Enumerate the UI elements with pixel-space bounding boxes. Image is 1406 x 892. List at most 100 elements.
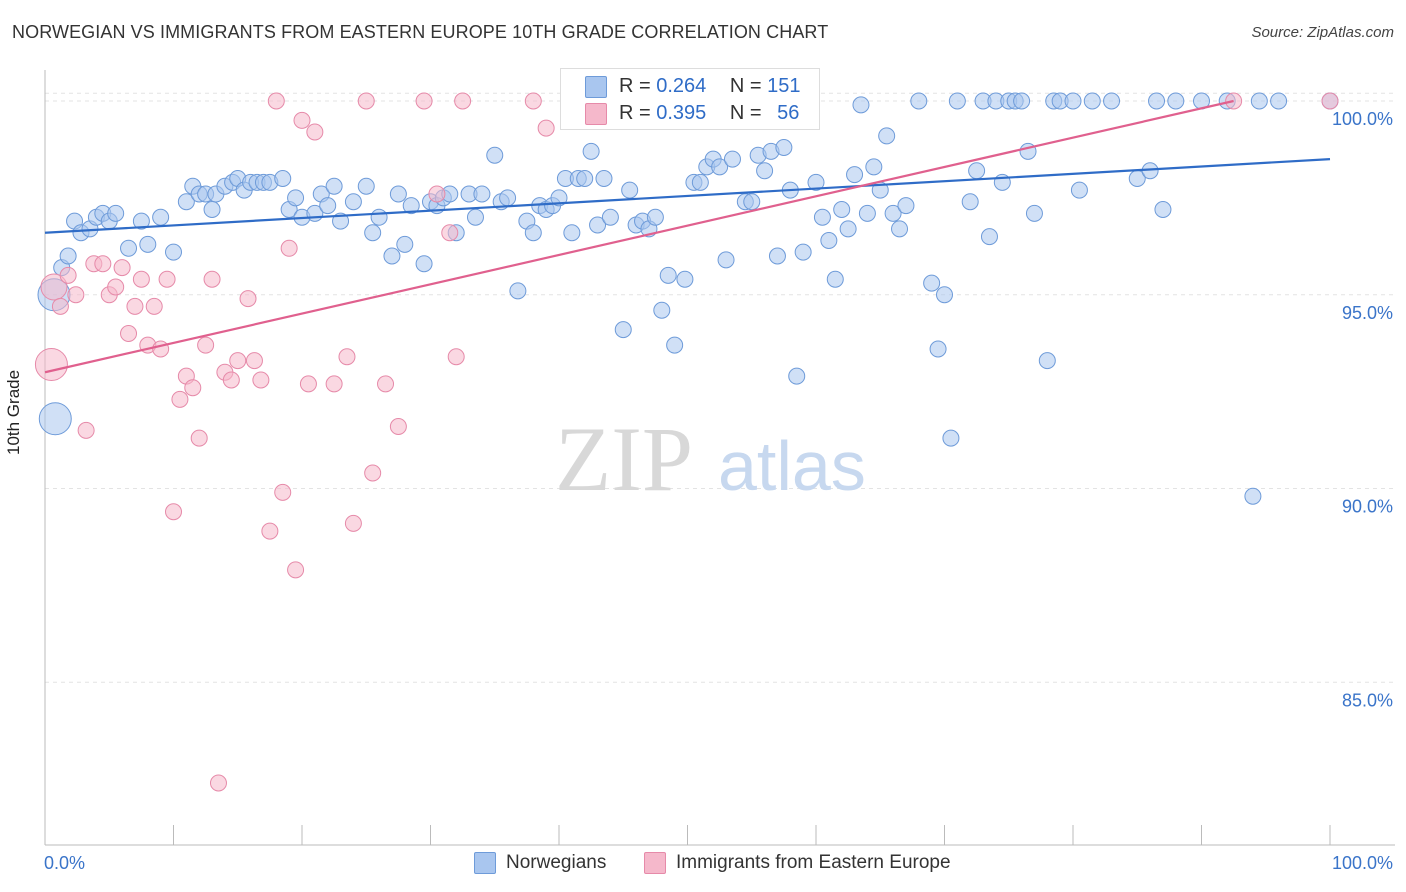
norwegians-point-80 bbox=[653, 301, 671, 319]
norwegians-point-73 bbox=[601, 208, 619, 226]
norwegians-point-44 bbox=[389, 185, 407, 203]
immigrants-point-4 bbox=[67, 286, 85, 304]
bottom-legend-norwegians: Norwegians bbox=[474, 852, 606, 874]
norwegians-point-70 bbox=[582, 142, 600, 160]
immigrants-point-16 bbox=[152, 340, 170, 358]
norwegians-point-30 bbox=[274, 170, 292, 187]
norwegians-point-118 bbox=[929, 340, 947, 358]
norwegians-point-61 bbox=[524, 224, 542, 242]
norwegians-point-65 bbox=[550, 189, 568, 207]
norwegians-point-32 bbox=[287, 189, 305, 207]
norwegians-point-92 bbox=[743, 193, 761, 211]
norwegians-point-123 bbox=[968, 162, 986, 180]
norwegians-point-132 bbox=[1025, 204, 1043, 222]
norwegians-point-56 bbox=[486, 146, 504, 164]
norwegians-point-121 bbox=[948, 92, 966, 110]
norwegians-point-11 bbox=[120, 239, 138, 257]
legend-row-norwegians: R = 0.264 N = 151 bbox=[585, 75, 801, 99]
immigrants-point-13 bbox=[132, 270, 150, 288]
norwegians-point-113 bbox=[884, 204, 902, 222]
stats-legend: R = 0.264 N = 151 R = 0.395 N = 56 bbox=[560, 68, 820, 130]
norwegians-point-148 bbox=[1250, 92, 1268, 110]
immigrants-point-35 bbox=[280, 239, 298, 257]
norwegians-point-89 bbox=[717, 251, 735, 269]
norwegians-point-85 bbox=[691, 173, 709, 191]
norwegians-point-142 bbox=[1148, 92, 1166, 110]
norwegians-point-12 bbox=[132, 212, 150, 230]
norwegians-point-36 bbox=[319, 197, 337, 215]
source-label: Source: ZipAtlas.com bbox=[1251, 24, 1394, 41]
bottom-legend-immigrants: Immigrants from Eastern Europe bbox=[644, 852, 951, 874]
norwegians-point-75 bbox=[621, 181, 639, 199]
immigrants-point-11 bbox=[120, 325, 138, 342]
bottom-norwegians-label: Norwegians bbox=[506, 852, 607, 874]
immigrants-trend-line bbox=[44, 99, 1234, 374]
norwegians-point-110 bbox=[865, 158, 883, 176]
norwegians-point-107 bbox=[846, 166, 864, 184]
y-tick-label-3: 100.0% bbox=[1332, 109, 1393, 129]
norwegians-point-69 bbox=[576, 170, 594, 187]
norwegians-point-79 bbox=[646, 208, 664, 226]
immigrants-point-29 bbox=[239, 290, 257, 308]
norwegians-point-59 bbox=[509, 282, 527, 300]
norwegians-point-37 bbox=[325, 177, 343, 195]
legend-row-immigrants: R = 0.395 N = 56 bbox=[585, 102, 799, 126]
norwegians-point-90 bbox=[723, 150, 741, 168]
y-tick-label-1: 90.0% bbox=[1342, 497, 1393, 517]
immigrants-point-21 bbox=[184, 379, 202, 397]
norwegians-point-67 bbox=[563, 224, 581, 242]
norwegians-point-47 bbox=[415, 255, 433, 273]
x-tick-label-0: 0.0% bbox=[44, 853, 85, 873]
immigrants-point-34 bbox=[274, 483, 292, 501]
norwegians-point-15 bbox=[165, 243, 182, 261]
norwegians-point-1 bbox=[38, 402, 72, 436]
watermark-atlas: atlas bbox=[718, 427, 866, 505]
norwegians-point-99 bbox=[788, 367, 806, 385]
immigrants-point-12 bbox=[126, 297, 144, 315]
norwegians-point-104 bbox=[826, 270, 844, 288]
norwegians-point-71 bbox=[589, 216, 607, 234]
immigrants-n-value: 56 bbox=[777, 102, 800, 124]
norwegians-point-100 bbox=[794, 243, 812, 261]
norwegians-point-133 bbox=[1038, 352, 1056, 370]
trend-lines bbox=[44, 99, 1331, 374]
norwegians-point-138 bbox=[1083, 92, 1101, 110]
norwegians-point-88 bbox=[711, 158, 729, 176]
immigrants-point-39 bbox=[306, 123, 324, 141]
norwegians-point-81 bbox=[659, 266, 677, 284]
immigrants-point-49 bbox=[441, 224, 459, 242]
immigrants-r-label: R = bbox=[619, 102, 651, 124]
norwegians-point-72 bbox=[595, 170, 613, 187]
norwegians-point-40 bbox=[357, 177, 375, 195]
immigrants-point-50 bbox=[447, 348, 465, 366]
bottom-immigrants-label: Immigrants from Eastern Europe bbox=[676, 852, 951, 874]
immigrants-point-24 bbox=[203, 270, 221, 288]
immigrants-point-0 bbox=[34, 348, 68, 381]
immigrants-point-46 bbox=[389, 418, 407, 435]
norwegians-point-20 bbox=[203, 201, 221, 218]
norwegians-point-120 bbox=[942, 429, 960, 447]
norwegians-point-41 bbox=[364, 224, 382, 242]
immigrants-point-25 bbox=[209, 774, 227, 792]
immigrants-point-27 bbox=[222, 371, 240, 389]
immigrants-point-37 bbox=[293, 111, 311, 129]
immigrants-point-30 bbox=[245, 352, 263, 370]
immigrants-point-43 bbox=[357, 92, 375, 110]
immigrants-point-32 bbox=[261, 522, 279, 540]
norwegians-r-value: 0.264 bbox=[656, 75, 707, 97]
norwegians-point-82 bbox=[666, 336, 684, 354]
norwegians-point-101 bbox=[807, 173, 825, 191]
norwegians-swatch bbox=[585, 75, 607, 98]
immigrants-point-48 bbox=[428, 185, 446, 203]
norwegians-point-14 bbox=[152, 208, 170, 226]
norwegians-point-58 bbox=[499, 189, 517, 207]
norwegians-point-130 bbox=[1013, 92, 1031, 110]
immigrants-r-value: 0.395 bbox=[656, 102, 707, 124]
norwegians-point-94 bbox=[756, 162, 774, 180]
immigrants-point-31 bbox=[252, 371, 270, 389]
norwegians-point-102 bbox=[813, 208, 831, 226]
norwegians-point-108 bbox=[852, 96, 870, 114]
norwegians-point-96 bbox=[768, 247, 786, 265]
immigrants-point-44 bbox=[364, 464, 382, 482]
norwegians-point-103 bbox=[820, 232, 838, 249]
